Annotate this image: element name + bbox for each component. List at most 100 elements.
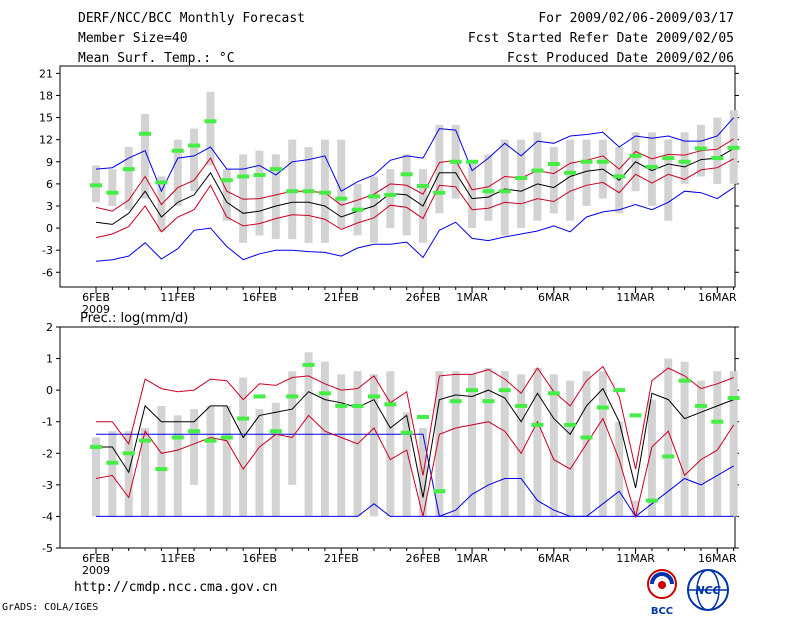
y-tick-label: -3 xyxy=(42,479,53,492)
y-tick-label: 2 xyxy=(46,321,53,334)
ensemble-bar xyxy=(435,124,444,214)
ensemble-bar xyxy=(190,128,199,192)
lower-spread-line xyxy=(95,158,734,239)
ensemble-bar xyxy=(173,415,182,517)
ensemble-mean-line xyxy=(96,387,734,498)
y-tick-label: -4 xyxy=(42,510,53,523)
ensemble-bar xyxy=(435,371,444,517)
observation-marker xyxy=(384,402,397,407)
observation-marker xyxy=(466,388,479,393)
ensemble-bar xyxy=(157,405,166,517)
observation-marker xyxy=(662,454,675,459)
observation-marker xyxy=(351,403,364,408)
ensemble-bar xyxy=(549,147,558,214)
ensemble-bar xyxy=(288,371,297,485)
ensemble-bar xyxy=(190,409,199,485)
observation-marker xyxy=(694,146,707,151)
observation-marker xyxy=(188,429,201,434)
ensemble-bar xyxy=(517,374,526,517)
observation-marker xyxy=(613,174,626,179)
x-tick-label: 6FEB xyxy=(82,291,110,304)
ensemble-bar xyxy=(549,374,558,517)
observation-marker xyxy=(106,190,119,195)
observation-marker xyxy=(90,444,102,449)
produced-date: Fcst Produced Date 2009/02/06 xyxy=(507,51,734,66)
observation-marker xyxy=(384,192,397,197)
observation-marker xyxy=(629,153,642,158)
member-size: Member Size=40 xyxy=(78,31,188,46)
observation-marker xyxy=(498,189,511,194)
x-tick-label: 11MAR xyxy=(616,291,655,304)
observation-marker xyxy=(367,194,380,199)
min-line xyxy=(96,503,734,517)
ensemble-bar xyxy=(337,374,346,517)
observation-marker xyxy=(351,207,364,212)
y-tick-label: -5 xyxy=(42,542,53,555)
x-tick-label: 6MAR xyxy=(538,552,570,565)
observation-marker xyxy=(188,143,201,148)
observation-marker xyxy=(466,159,479,164)
observation-marker xyxy=(515,403,528,408)
observation-marker xyxy=(629,413,642,418)
header-left: DERF/NCC/BCC Monthly Forecast Member Size… xyxy=(78,9,305,69)
observation-marker xyxy=(596,405,609,410)
grads-credit: GrADS: COLA/IGES xyxy=(2,602,99,613)
ensemble-bar xyxy=(729,371,738,517)
ensemble-bar xyxy=(598,371,607,517)
observation-marker xyxy=(237,174,250,179)
observation-marker xyxy=(139,438,152,443)
min-line xyxy=(95,187,734,262)
observation-marker xyxy=(286,394,299,399)
observation-marker xyxy=(220,435,233,440)
observation-marker xyxy=(711,156,724,161)
ensemble-bar xyxy=(647,399,656,517)
ensemble-bar xyxy=(664,139,673,221)
observation-marker xyxy=(515,175,528,180)
header-right: For 2009/02/06-2009/03/17 Fcst Started Re… xyxy=(468,9,734,69)
ensemble-bar xyxy=(222,405,231,517)
ensemble-bar xyxy=(386,371,395,517)
source-url[interactable]: http://cmdp.ncc.cma.gov.cn xyxy=(74,580,278,595)
ensemble-bar xyxy=(369,374,378,517)
observation-marker xyxy=(694,403,707,408)
y-tick-label: -2 xyxy=(42,447,53,460)
x-tick-label: 16FEB xyxy=(242,552,277,565)
observation-marker xyxy=(253,173,266,178)
ensemble-bar xyxy=(402,412,411,517)
x-tick-label: 6FEB xyxy=(82,552,110,565)
observation-marker xyxy=(433,489,446,494)
y-tick-label: 6 xyxy=(46,178,53,191)
x-tick-sublabel: 2009 xyxy=(82,303,110,316)
observation-marker xyxy=(122,451,135,456)
ensemble-bar xyxy=(451,371,460,517)
ensemble-bar xyxy=(696,380,705,517)
y-tick-label: 3 xyxy=(46,200,53,213)
ensemble-mean-line xyxy=(95,148,734,225)
y-tick-label: 0 xyxy=(46,384,53,397)
observation-marker xyxy=(400,172,413,177)
x-tick-label: 16MAR xyxy=(698,552,737,565)
ensemble-bar xyxy=(631,500,640,517)
bcc-logo-text: BCC xyxy=(651,606,673,617)
x-tick-label: 11FEB xyxy=(160,291,195,304)
observation-marker xyxy=(90,183,102,188)
ensemble-bar xyxy=(206,405,215,517)
observation-marker xyxy=(564,170,577,175)
lower-spread-line xyxy=(95,414,735,519)
y-tick-label: 1 xyxy=(46,353,53,366)
x-tick-label: 21FEB xyxy=(324,552,359,565)
x-tick-label: 16MAR xyxy=(698,291,737,304)
observation-marker xyxy=(417,184,429,189)
observation-marker xyxy=(204,119,217,124)
ensemble-bar xyxy=(141,428,150,517)
ensemble-bar xyxy=(369,176,378,243)
upper-spread-line xyxy=(96,365,734,476)
observation-marker xyxy=(645,164,658,169)
ensemble-bar xyxy=(566,139,575,221)
observation-marker xyxy=(335,403,348,408)
ensemble-bar xyxy=(419,428,427,517)
observation-marker xyxy=(531,422,544,427)
ensemble-bar xyxy=(108,169,117,206)
ensemble-bar xyxy=(615,421,624,517)
